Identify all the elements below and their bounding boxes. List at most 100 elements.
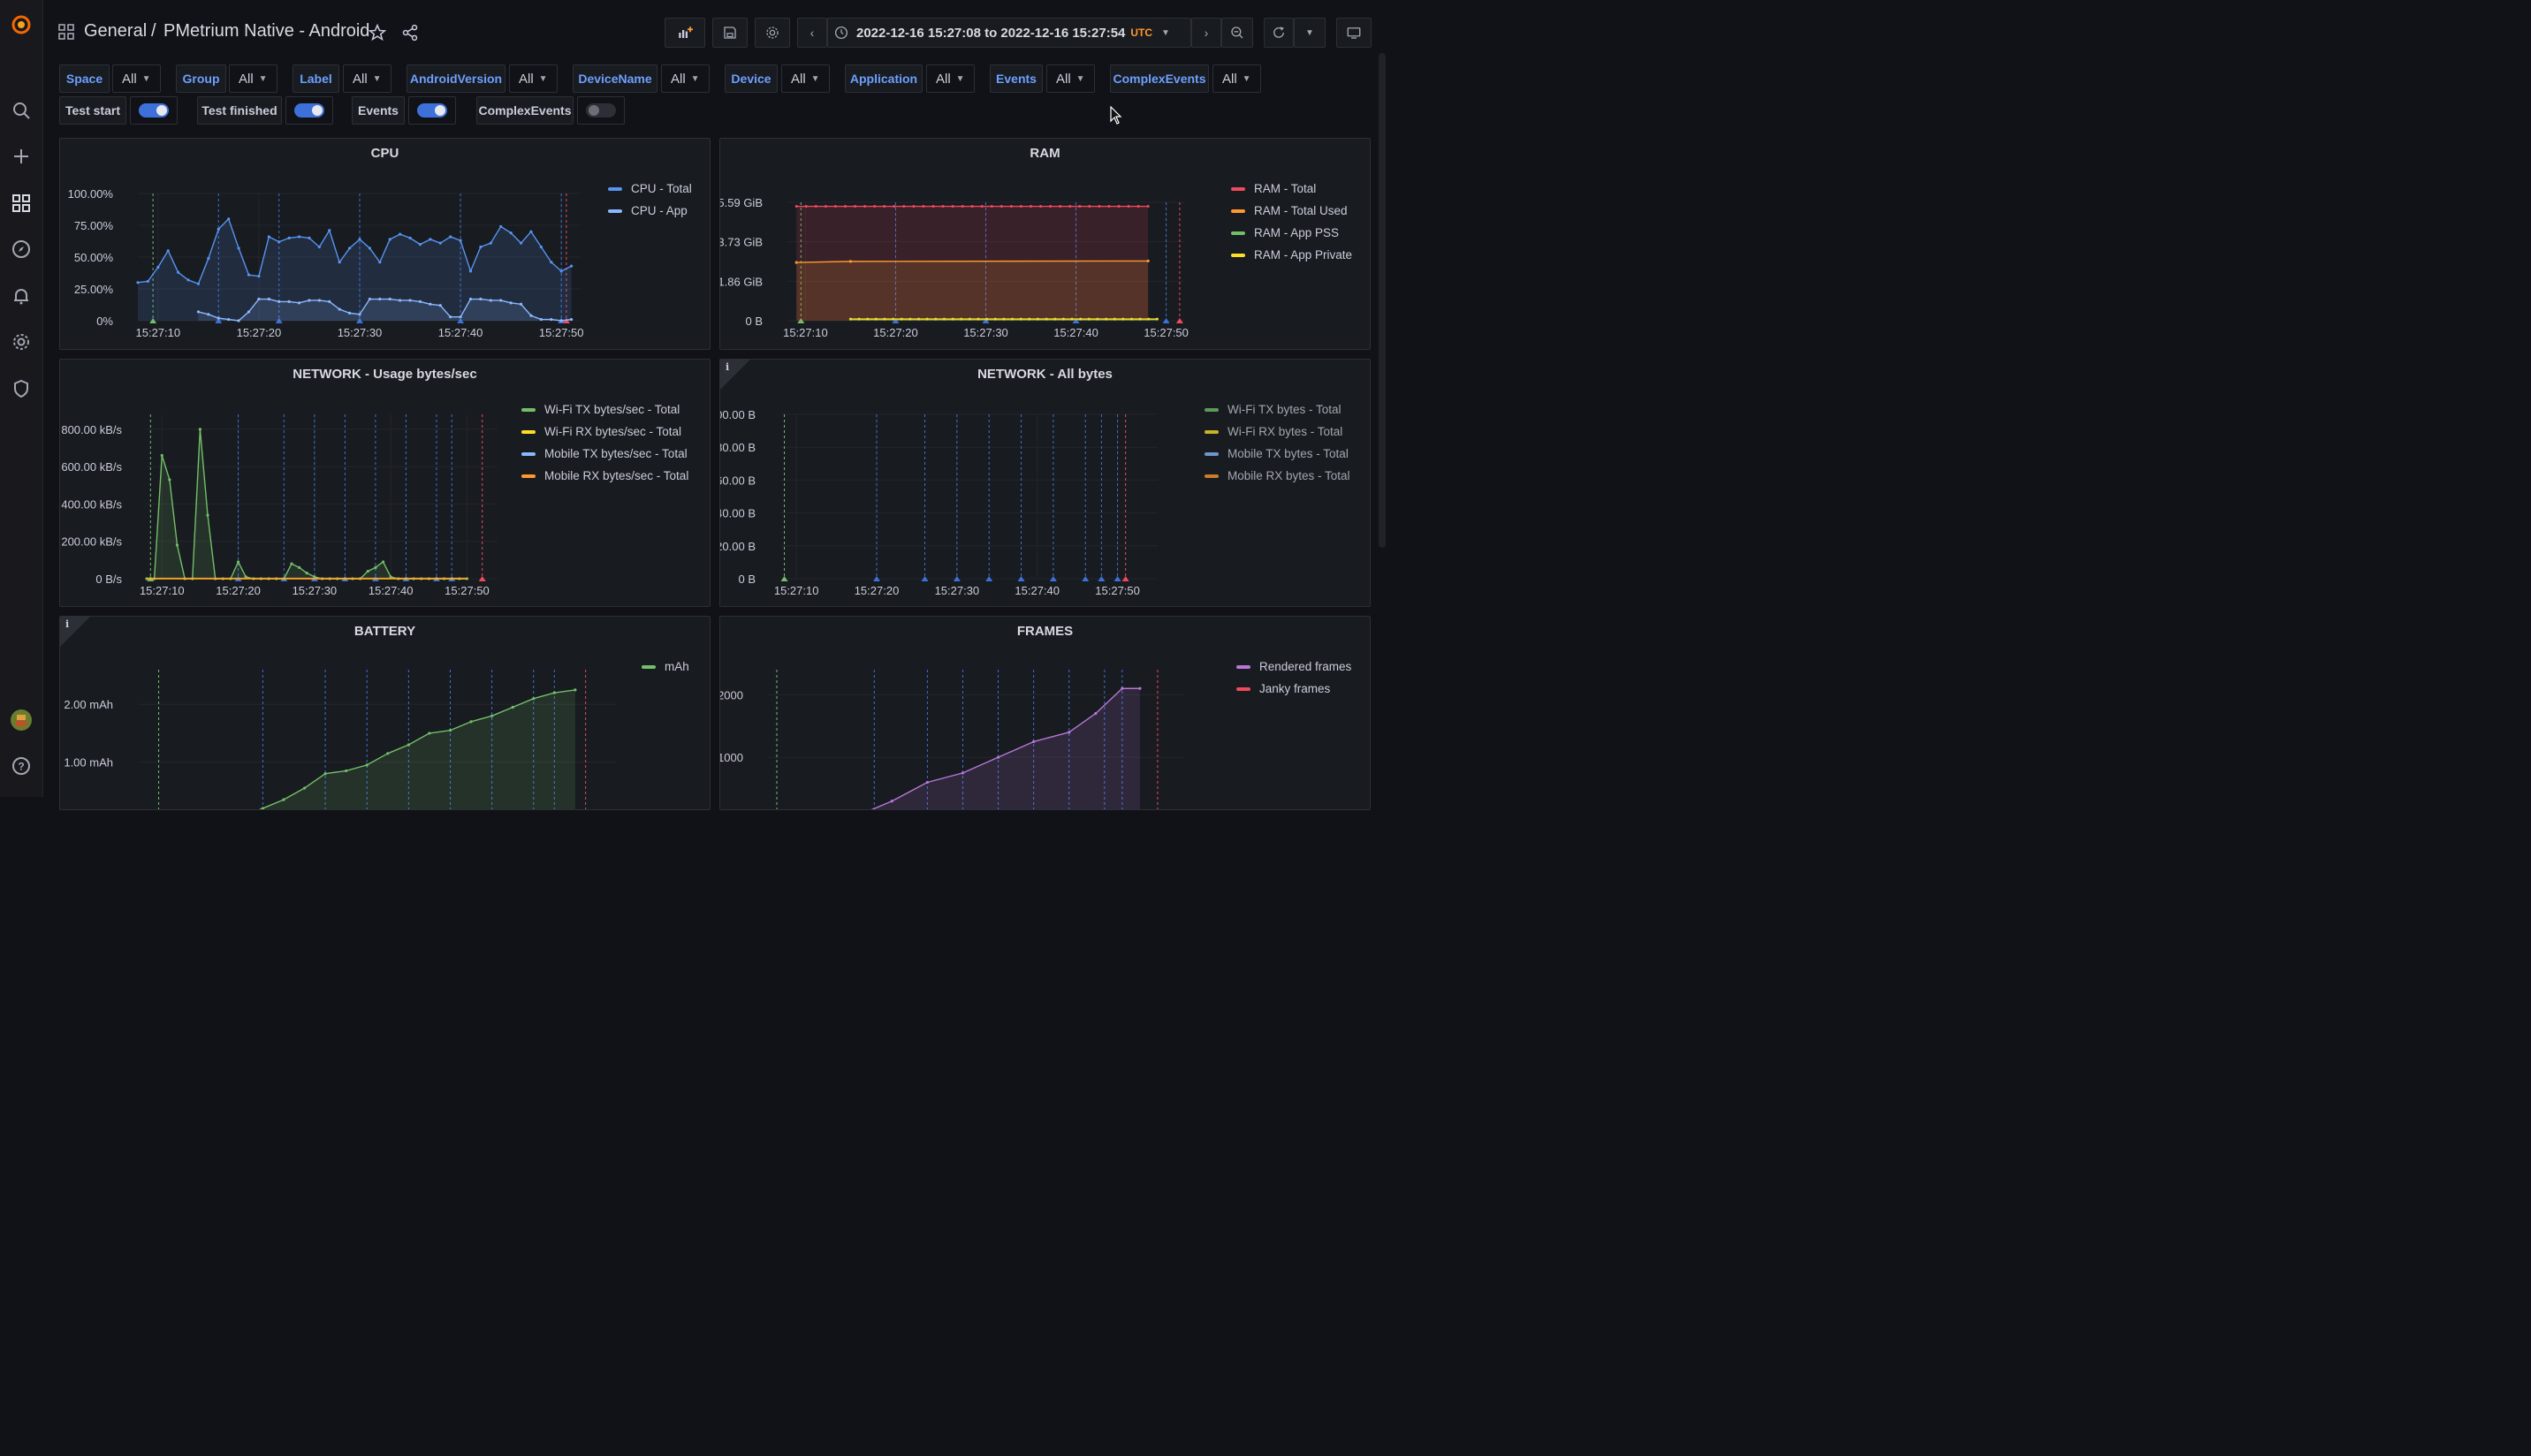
legend-item[interactable]: Wi-Fi RX bytes/sec - Total: [521, 421, 688, 443]
legend-item[interactable]: Mobile RX bytes/sec - Total: [521, 465, 688, 487]
legend-item[interactable]: Wi-Fi TX bytes - Total: [1205, 398, 1350, 421]
data-point: [1105, 317, 1108, 321]
data-point: [996, 755, 1000, 759]
data-point: [207, 313, 210, 316]
configuration-gear-icon[interactable]: [11, 331, 32, 353]
legend-item[interactable]: RAM - Total Used: [1231, 200, 1352, 222]
legend-item[interactable]: RAM - App PSS: [1231, 222, 1352, 244]
legend-item[interactable]: Wi-Fi RX bytes - Total: [1205, 421, 1350, 443]
data-point: [925, 317, 929, 321]
refresh-interval-picker[interactable]: ▼: [1294, 18, 1326, 48]
user-avatar-icon[interactable]: [11, 709, 32, 731]
data-point: [1121, 317, 1125, 321]
panel-network-all-bytes[interactable]: i NETWORK - All bytes 0 B 20.00 B 40.00 B 6…: [719, 359, 1371, 607]
data-point: [824, 205, 827, 209]
star-icon[interactable]: [368, 23, 387, 42]
breadcrumb-folder[interactable]: General: [84, 21, 148, 41]
toggle-events[interactable]: [408, 96, 456, 125]
event-annotation-marker: [356, 318, 363, 323]
y-tick-label: 75.00%: [74, 219, 114, 232]
legend-item[interactable]: mAh: [642, 656, 689, 678]
toggle-test-start[interactable]: [130, 96, 178, 125]
data-point: [227, 317, 231, 322]
plus-icon[interactable]: [11, 146, 32, 167]
toggle-switch[interactable]: [586, 103, 616, 118]
add-panel-button[interactable]: [665, 18, 705, 48]
dashboard-title[interactable]: PMetrium Native - Android: [163, 21, 370, 41]
legend-item[interactable]: RAM - App Private: [1231, 244, 1352, 266]
refresh-button[interactable]: [1264, 18, 1294, 48]
cycle-view-mode-button[interactable]: [1336, 18, 1372, 48]
save-dashboard-button[interactable]: [712, 18, 748, 48]
panel-info-corner[interactable]: [720, 360, 750, 390]
data-point: [347, 246, 352, 250]
data-point: [206, 513, 209, 517]
panel-network-usage[interactable]: NETWORK - Usage bytes/sec 0 B/s 200.00 kB…: [59, 359, 711, 607]
data-point: [917, 317, 921, 321]
grafana-logo-icon[interactable]: [11, 14, 32, 35]
info-icon[interactable]: i: [726, 361, 730, 373]
panel-ram[interactable]: RAM 0 B 1.86 GiB 3.73 GiB 5.59 GiB 15:27:10 1…: [719, 138, 1371, 350]
var-select-label[interactable]: All ▼: [343, 64, 391, 93]
var-select-device-name[interactable]: All ▼: [661, 64, 710, 93]
shield-icon[interactable]: [11, 378, 32, 399]
data-point: [1117, 205, 1121, 209]
y-tick-label: 0 B/s: [95, 573, 122, 586]
panel-title: NETWORK - All bytes: [977, 367, 1113, 382]
time-shift-forward-button[interactable]: ›: [1191, 18, 1221, 48]
legend-item[interactable]: Mobile RX bytes - Total: [1205, 465, 1350, 487]
var-select-device[interactable]: All ▼: [781, 64, 830, 93]
legend-swatch: [608, 209, 622, 213]
explore-compass-icon[interactable]: [11, 239, 32, 260]
legend-item[interactable]: CPU - Total: [608, 178, 692, 200]
help-icon[interactable]: ?: [11, 755, 32, 777]
series-area: [872, 688, 1140, 809]
data-point: [1030, 205, 1033, 209]
var-select-android-version[interactable]: All ▼: [509, 64, 558, 93]
var-select-complex-events[interactable]: All ▼: [1212, 64, 1261, 93]
toggle-switch[interactable]: [417, 103, 447, 118]
legend-item[interactable]: CPU - App: [608, 200, 692, 222]
var-select-events[interactable]: All ▼: [1046, 64, 1095, 93]
search-icon[interactable]: [11, 100, 32, 121]
test-finish-annotation-marker: [478, 576, 486, 581]
alerting-bell-icon[interactable]: [11, 285, 32, 307]
data-point: [814, 205, 817, 209]
data-point: [1147, 317, 1151, 321]
toggle-test-finished[interactable]: [285, 96, 333, 125]
toggle-switch[interactable]: [294, 103, 324, 118]
var-select-space[interactable]: All ▼: [112, 64, 161, 93]
legend-item[interactable]: RAM - Total: [1231, 178, 1352, 200]
data-point: [287, 300, 291, 303]
legend-item[interactable]: Wi-Fi TX bytes/sec - Total: [521, 398, 688, 421]
toggle-complex-events[interactable]: [577, 96, 625, 125]
legend-item[interactable]: Rendered frames: [1236, 656, 1351, 678]
event-annotation-marker: [1049, 576, 1057, 581]
zoom-out-button[interactable]: [1221, 18, 1253, 48]
dashboards-icon[interactable]: [11, 193, 32, 214]
legend-item[interactable]: Mobile TX bytes/sec - Total: [521, 443, 688, 465]
legend-item[interactable]: Janky frames: [1236, 678, 1351, 700]
data-point: [207, 256, 210, 261]
dashboard-settings-button[interactable]: [755, 18, 790, 48]
legend-item[interactable]: Mobile TX bytes - Total: [1205, 443, 1350, 465]
var-select-group[interactable]: All ▼: [229, 64, 277, 93]
time-shift-back-button[interactable]: ‹: [797, 18, 827, 48]
toggle-switch[interactable]: [139, 103, 169, 118]
event-annotation-marker: [985, 576, 993, 581]
panel-info-corner[interactable]: [60, 617, 90, 647]
share-icon[interactable]: [401, 24, 419, 42]
time-range-picker[interactable]: 2022-12-16 15:27:08 to 2022-12-16 15:27:…: [827, 18, 1191, 48]
chevron-down-icon: ▼: [372, 73, 382, 84]
info-icon[interactable]: i: [65, 618, 70, 630]
panel-cpu[interactable]: CPU 0% 25.00% 50.00% 75.00% 100.00% 15:27:10 1…: [59, 138, 711, 350]
page-scrollbar[interactable]: [1379, 53, 1386, 548]
var-select-application[interactable]: All ▼: [926, 64, 975, 93]
data-point: [559, 319, 563, 322]
data-point: [345, 769, 348, 773]
dashboard-navbar: General / PMetrium Native - Android ‹ 20…: [42, 0, 1386, 64]
legend-swatch: [521, 429, 536, 434]
data-point: [479, 245, 483, 249]
